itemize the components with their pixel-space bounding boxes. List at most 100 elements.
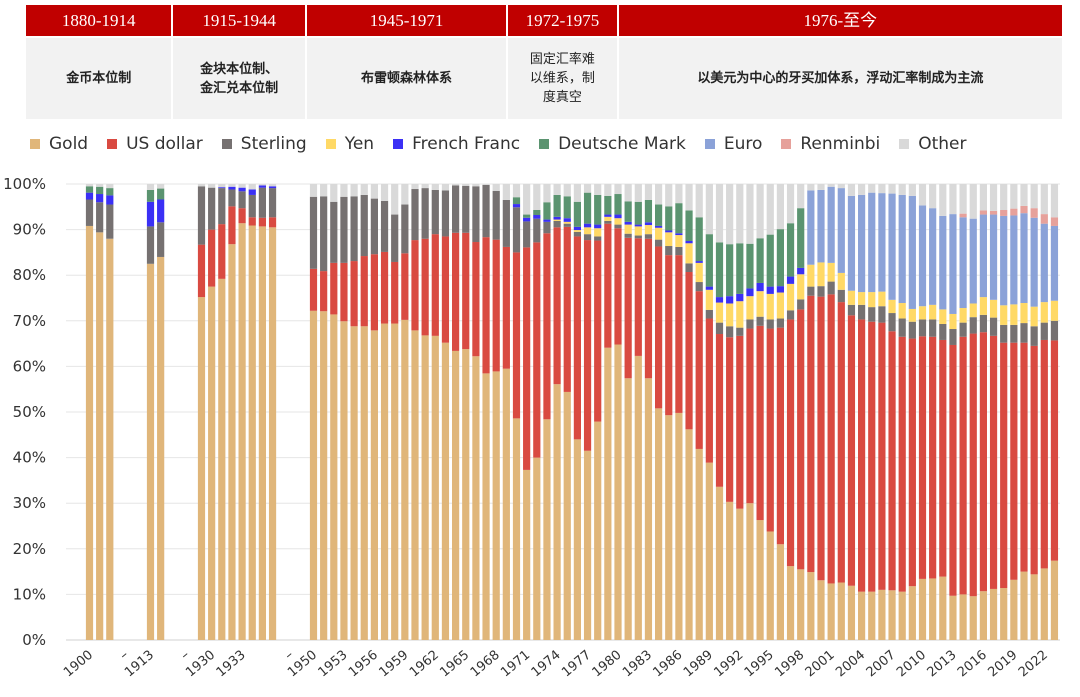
- bar-segment-jpy: [685, 243, 693, 264]
- bar-segment-jpy: [675, 235, 683, 247]
- bar-segment-gbp: [604, 220, 612, 224]
- bar-segment-jpy: [807, 264, 815, 287]
- bar-segment-other: [756, 184, 764, 239]
- bar-segment-gold: [380, 323, 389, 640]
- bar-segment-other: [675, 184, 683, 204]
- bar-segment-gbp: [655, 239, 663, 247]
- bar-2009: [908, 184, 916, 640]
- bar-segment-gbp: [1040, 322, 1048, 340]
- bar-segment-gold: [1000, 588, 1008, 640]
- bar-segment-other: [482, 184, 490, 185]
- bar-segment-dem: [715, 242, 724, 298]
- legend-item-gbp: Sterling: [221, 134, 307, 154]
- bar-segment-gbp: [1020, 323, 1028, 343]
- bar-segment-gold: [1030, 574, 1038, 640]
- bar-1929: [197, 184, 206, 640]
- bar-segment-usd: [563, 226, 571, 392]
- bar-segment-usd: [878, 322, 886, 590]
- bar-segment-jpy: [563, 221, 571, 224]
- bar-segment-jpy: [634, 226, 642, 236]
- bar-segment-other: [157, 184, 165, 189]
- bar-segment-usd: [238, 208, 246, 224]
- x-tick-label: 1913: [122, 648, 157, 681]
- bar-segment-gbp: [523, 221, 531, 248]
- bar-segment-frf: [756, 282, 764, 292]
- bar-segment-usd: [929, 336, 937, 579]
- bar-1972: [533, 184, 541, 640]
- bar-segment-frf: [644, 222, 653, 226]
- bar-segment-gold: [776, 544, 784, 640]
- bar-segment-other: [766, 184, 774, 235]
- bar-segment-frf: [146, 201, 155, 227]
- bar-segment-gold: [1010, 579, 1018, 640]
- bar-segment-gbp: [502, 199, 510, 247]
- bar-segment-usd: [715, 334, 724, 487]
- bar-segment-gold: [827, 583, 835, 640]
- bar-segment-gbp: [96, 202, 104, 233]
- bar-segment-jpy: [858, 292, 866, 305]
- bar-segment-other: [1000, 184, 1008, 210]
- bar-2004: [858, 184, 866, 640]
- bar-segment-other: [695, 184, 703, 218]
- x-axis-break-marker: –: [117, 648, 132, 664]
- bar-segment-gbp: [858, 304, 866, 320]
- bar-segment-jpy: [614, 218, 622, 225]
- bar-segment-dem: [146, 189, 155, 202]
- bar-segment-usd: [858, 319, 866, 592]
- bar-segment-other: [472, 184, 480, 187]
- era-description: 布雷顿森林体系: [306, 38, 507, 119]
- bar-segment-dem: [776, 229, 784, 287]
- bar-segment-gold: [258, 226, 266, 640]
- bar-1961: [421, 184, 429, 640]
- bar-1983: [644, 184, 653, 640]
- bar-segment-dem: [634, 201, 642, 225]
- bar-segment-usd: [197, 244, 206, 298]
- bar-segment-usd: [969, 333, 977, 597]
- bar-segment-jpy: [929, 304, 937, 320]
- bar-segment-jpy: [655, 227, 663, 240]
- bar-segment-usd: [989, 335, 998, 589]
- bar-1998: [797, 184, 805, 640]
- bar-segment-jpy: [594, 228, 602, 237]
- bar-1993: [746, 184, 754, 640]
- bar-segment-eur: [868, 192, 876, 293]
- bar-segment-gbp: [258, 187, 266, 218]
- bar-segment-frf: [705, 286, 713, 290]
- bar-segment-eur: [949, 214, 957, 314]
- bar-segment-gbp: [807, 286, 815, 296]
- bar-segment-usd: [340, 262, 348, 322]
- bar-segment-other: [929, 184, 937, 209]
- bar-segment-jpy: [746, 296, 754, 320]
- bar-segment-gold: [685, 429, 693, 640]
- bar-segment-frf: [106, 195, 114, 205]
- bar-segment-gold: [391, 323, 399, 640]
- bar-segment-jpy: [888, 299, 896, 314]
- bar-segment-other: [228, 184, 236, 187]
- bar-segment-frf: [634, 224, 642, 227]
- bar-segment-gbp: [675, 246, 683, 256]
- bar-segment-gold: [146, 263, 155, 640]
- legend-swatch: [30, 139, 40, 149]
- bar-segment-jpy: [898, 303, 906, 319]
- bar-segment-usd: [330, 262, 338, 315]
- bar-segment-gbp: [624, 233, 632, 238]
- bar-segment-jpy: [766, 293, 774, 320]
- bar-segment-other: [431, 184, 439, 190]
- y-tick-label: 50%: [13, 403, 46, 421]
- bar-segment-gbp: [1000, 324, 1008, 343]
- bar-segment-other: [146, 184, 155, 190]
- bar-segment-gold: [85, 225, 94, 640]
- x-tick-label: 2016: [955, 648, 990, 681]
- bar-segment-gbp: [868, 307, 876, 322]
- x-tick-label: 1933: [214, 648, 249, 681]
- bar-segment-gbp: [350, 196, 358, 262]
- bar-segment-jpy: [756, 291, 764, 317]
- bar-segment-gbp: [563, 223, 571, 227]
- bar-segment-gbp: [908, 321, 916, 339]
- bar-segment-gold: [106, 238, 114, 640]
- bar-segment-eur: [888, 193, 896, 300]
- bar-segment-gold: [797, 569, 805, 640]
- bar-segment-usd: [979, 332, 987, 592]
- bar-segment-usd: [665, 255, 673, 416]
- bar-segment-gbp: [452, 185, 460, 233]
